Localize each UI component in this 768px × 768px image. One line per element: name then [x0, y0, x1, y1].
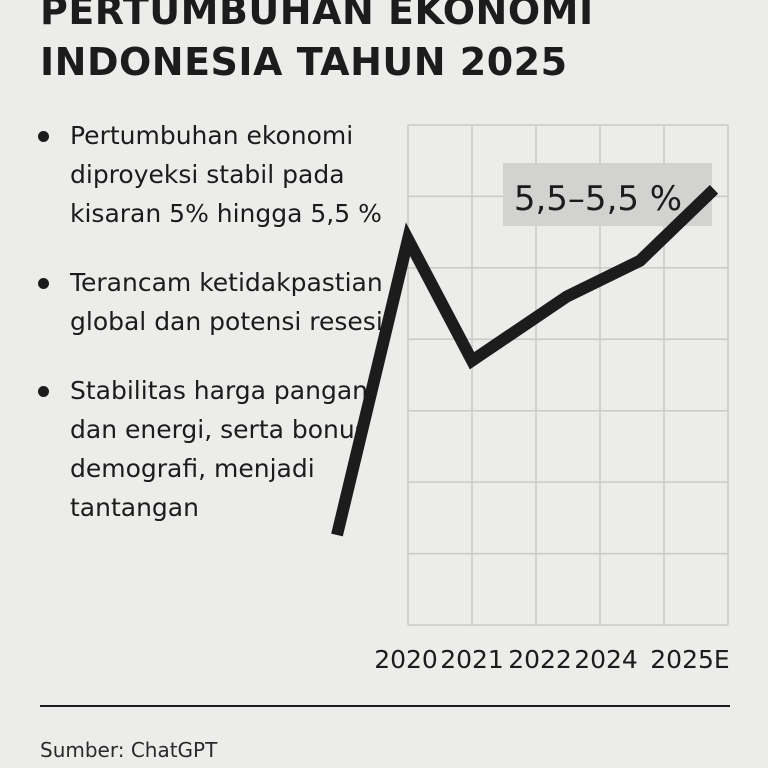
bullet-item: Pertumbuhan ekonomi diproyeksi stabil pa… [30, 116, 410, 233]
x-tick-label: 2025E [650, 645, 729, 674]
x-tick-label: 2021 [440, 645, 504, 674]
x-axis-ticks: 2020 2021 2022 2024 2025E [374, 645, 730, 674]
series-line [331, 184, 719, 537]
title-line-2: INDONESIA TAHUN 2025 [40, 40, 568, 84]
source-text: Sumber: ChatGPT [40, 738, 218, 762]
chart-series [331, 184, 719, 537]
page-title: PERTUMBUHAN EKONOMI INDONESIA TAHUN 2025 [40, 0, 594, 88]
annotation-box [503, 163, 712, 226]
chart-annotation: 5,5–5,5 % [503, 163, 712, 226]
bullet-item: Terancam ketidakpastian global dan poten… [30, 263, 410, 341]
chart-grid [407, 124, 729, 626]
x-tick-label: 2024 [574, 645, 638, 674]
x-tick-label: 2022 [508, 645, 572, 674]
footer-divider [40, 705, 730, 707]
bullet-item: Stabilitas harga pangan dan energi, sert… [30, 371, 410, 527]
title-line-1: PERTUMBUHAN EKONOMI [40, 0, 594, 33]
annotation-label: 5,5–5,5 % [514, 179, 682, 219]
bullet-list: Pertumbuhan ekonomi diproyeksi stabil pa… [30, 116, 410, 557]
x-tick-label: 2020 [374, 645, 438, 674]
